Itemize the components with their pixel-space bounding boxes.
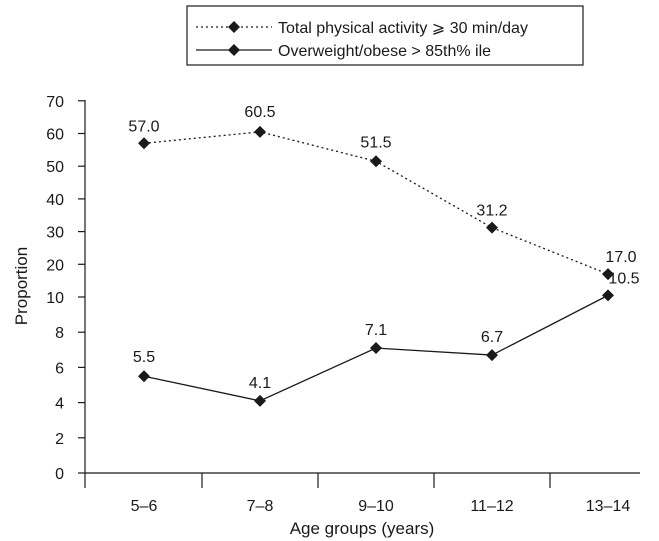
data-label: 5.5 bbox=[133, 349, 155, 366]
x-tick-label: 11–12 bbox=[470, 498, 513, 515]
plot-area: 57.0 60.5 51.5 31.2 17.0 5.5 4.1 7.1 6.7 10.5 bbox=[128, 104, 640, 407]
x-axis-label: Age groups (years) bbox=[290, 519, 435, 538]
legend-label-activity: Total physical activity ⩾ 30 min/day bbox=[278, 20, 528, 37]
data-label: 7.1 bbox=[365, 322, 387, 339]
data-label: 6.7 bbox=[481, 329, 503, 346]
data-point-marker bbox=[602, 268, 614, 281]
data-point-marker bbox=[370, 155, 382, 168]
y-tick-label: 70 bbox=[46, 94, 64, 111]
data-label: 57.0 bbox=[128, 118, 159, 135]
x-ticks: 5–6 7–8 9–10 11–12 13–14 bbox=[84, 473, 631, 515]
data-point-marker bbox=[486, 349, 498, 362]
data-point-marker bbox=[138, 137, 150, 150]
y-tick-label: 8 bbox=[55, 325, 64, 342]
legend-box bbox=[186, 5, 584, 66]
data-label: 17.0 bbox=[605, 249, 636, 266]
data-point-marker bbox=[486, 221, 498, 234]
x-tick-label: 7–8 bbox=[247, 498, 274, 515]
y-tick-label: 30 bbox=[46, 225, 64, 242]
series-line-activity bbox=[143, 131, 609, 275]
data-point-marker bbox=[254, 125, 266, 138]
y-tick-label: 6 bbox=[55, 360, 64, 377]
legend-marker-activity bbox=[228, 21, 240, 33]
y-tick-label: 4 bbox=[55, 396, 64, 413]
y-tick-label: 20 bbox=[46, 257, 64, 274]
legend-marker-overweight bbox=[228, 44, 240, 56]
data-point-marker bbox=[138, 370, 150, 383]
data-label: 10.5 bbox=[608, 270, 639, 287]
data-point-marker bbox=[254, 394, 266, 407]
data-point-marker bbox=[370, 342, 382, 355]
data-label: 51.5 bbox=[360, 134, 391, 151]
x-tick-label: 9–10 bbox=[358, 498, 394, 515]
legend: Total physical activity ⩾ 30 min/day Ove… bbox=[186, 5, 584, 66]
data-label: 4.1 bbox=[249, 375, 271, 392]
y-tick-label: 60 bbox=[46, 127, 64, 144]
y-tick-label: 0 bbox=[55, 466, 64, 483]
y-tick-label: 2 bbox=[55, 431, 64, 448]
x-tick-label: 13–14 bbox=[586, 498, 631, 515]
data-point-marker bbox=[602, 289, 614, 302]
y-tick-label: 50 bbox=[46, 159, 64, 176]
y-ticks: 0 2 4 6 8 10 20 30 40 50 60 70 bbox=[46, 94, 85, 483]
data-label: 31.2 bbox=[476, 203, 507, 220]
x-tick-label: 5–6 bbox=[131, 498, 158, 515]
data-label: 60.5 bbox=[244, 104, 275, 121]
y-axis-label: Proportion bbox=[12, 247, 31, 325]
y-tick-label: 10 bbox=[46, 290, 64, 307]
legend-label-overweight: Overweight/obese > 85th% ile bbox=[278, 43, 491, 60]
y-tick-label: 40 bbox=[46, 192, 64, 209]
